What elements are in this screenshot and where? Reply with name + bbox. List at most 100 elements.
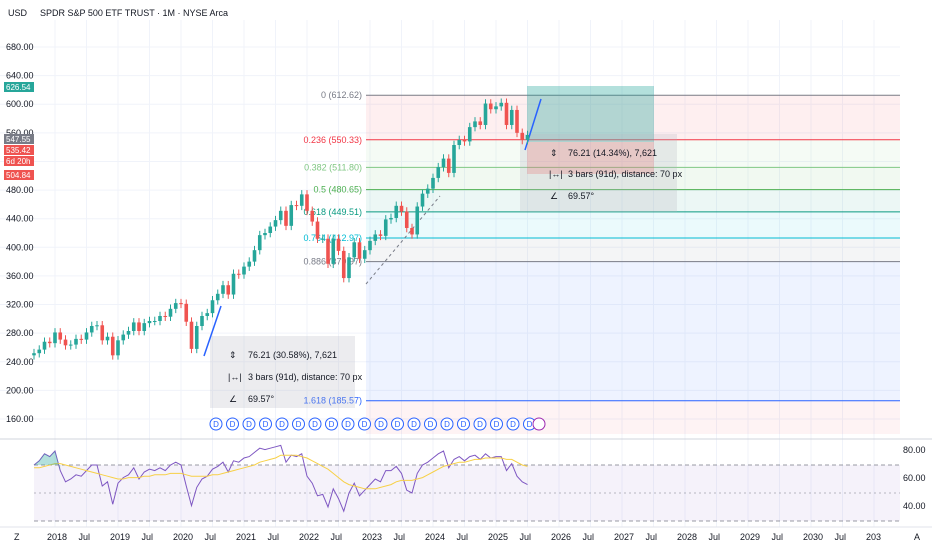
dividend-marker[interactable] [391,417,404,431]
bars-icon: |↔| [228,372,242,382]
dividend-label: D [362,420,368,429]
dividend-label: D [411,420,417,429]
candle-body [457,140,462,146]
price-tick: 200.00 [6,385,34,395]
candle-body [436,167,441,178]
price-axis[interactable]: 160.00 200.00 240.00 280.00 320.00 360.00 400.… [6,42,34,424]
rsi-overbought-fill [34,451,61,471]
dividend-label: D [477,420,483,429]
price-badge [4,134,34,144]
trend-line-lower[interactable] [203,305,222,357]
price-tick: 240.00 [6,357,34,367]
dividend-marker[interactable] [532,417,546,431]
candle-body [509,109,514,125]
candle-body [200,315,204,326]
fib-retracement[interactable]: 0 (612.62) 0.236 (550.33) 0.382 (511.80) 0.… [303,90,900,434]
currency-label: USD [8,8,28,18]
dividend-marker[interactable] [424,417,437,431]
candle-body [121,334,126,341]
position-tool[interactable] [520,86,677,212]
price-tick: 280.00 [6,328,34,338]
candle-body [420,193,425,207]
rsi-tick: 40.00 [903,501,926,511]
candle-body [47,341,52,344]
candle-body [242,266,246,275]
candle-body [105,336,110,341]
measure-bars-upper: 3 bars (91d), distance: 70 px [568,169,683,179]
time-tick: 203 [866,532,881,542]
candle-body [263,233,267,236]
profit-zone [527,86,654,142]
time-tick: 2028 [677,532,697,542]
fib-level-label: 0.5 (480.65) [313,185,362,195]
price-badge [4,145,34,155]
dividend-marker[interactable] [457,417,470,431]
price-badge-text: 6d 20h [6,157,30,166]
measure-info-lower: ⇕ 76.21 (30.58%), 7,621 |↔| 3 bars (91d)… [228,350,363,404]
zoom-button[interactable]: Z [14,532,20,542]
bars-icon: |↔| [549,169,563,179]
dividend-marker[interactable] [358,417,371,431]
dividend-label: D [345,420,351,429]
candle-body [74,338,78,345]
measure-angle-lower: 69.57° [248,394,275,404]
angle-icon: ∠ [550,191,558,201]
time-tick: 2027 [614,532,634,542]
candle-body [79,338,84,340]
candle-body [378,234,383,236]
dividend-marker[interactable] [440,417,454,431]
dividend-marker[interactable] [325,417,338,431]
time-tick: Jul [142,532,154,542]
dividend-marker[interactable] [308,417,322,431]
candle-body [473,121,477,128]
candle-body [362,250,367,259]
candle-body [336,238,341,251]
dividend-marker[interactable] [259,417,272,431]
dividend-marker[interactable] [209,417,223,431]
candle-body [84,332,89,340]
candle-body [431,177,435,189]
fib-level-label: 0.382 (511.80) [304,162,362,172]
candle-body [404,211,409,228]
candle-body [399,205,404,212]
time-tick: Jul [331,532,343,542]
fib-zone [366,261,900,401]
measure-info-upper: ⇕ 76.21 (14.34%), 7,621 |↔| 3 bars (91d)… [549,148,683,201]
candle-body [158,315,162,321]
dividend-marker[interactable] [490,417,503,431]
dividend-marker[interactable] [473,417,487,431]
measure-bars-lower: 3 bars (91d), distance: 70 px [248,372,363,382]
dividend-marker[interactable] [242,417,256,431]
candle-body [221,285,225,294]
measure-box-lower[interactable] [210,336,355,408]
candle-body [53,332,57,344]
candle-body [142,323,147,332]
time-axis[interactable]: 2018 Jul 2019 Jul 2020 Jul 2021 Jul 2022 Jul 2023 J… [47,532,881,542]
candle-body [331,238,336,264]
candle-body [189,321,194,349]
candle-body [383,219,388,236]
dividend-marker[interactable] [407,417,421,431]
candle-body [294,205,299,207]
auto-scale-button[interactable]: A [914,532,920,542]
price-badges: 626.54 547.55 535.42 6d 20h 504.84 [4,82,34,180]
dividend-label: D [213,420,219,429]
fib-level-label: 0.618 (449.51) [303,207,362,217]
time-tick: 2021 [236,532,256,542]
candle-body [368,240,372,251]
candle-body [95,325,99,327]
dividend-marker[interactable] [341,417,355,431]
dividend-marker[interactable] [506,417,520,431]
dividend-marker[interactable] [374,417,388,431]
dividend-marker[interactable] [292,417,305,431]
dividend-label: D [296,420,302,429]
fib-zone [366,189,900,212]
candle-body [68,344,73,346]
dividend-marker[interactable] [226,417,239,431]
rsi-indicator [33,444,528,513]
angle-icon: ∠ [229,394,237,404]
dividend-marker[interactable] [275,417,289,431]
